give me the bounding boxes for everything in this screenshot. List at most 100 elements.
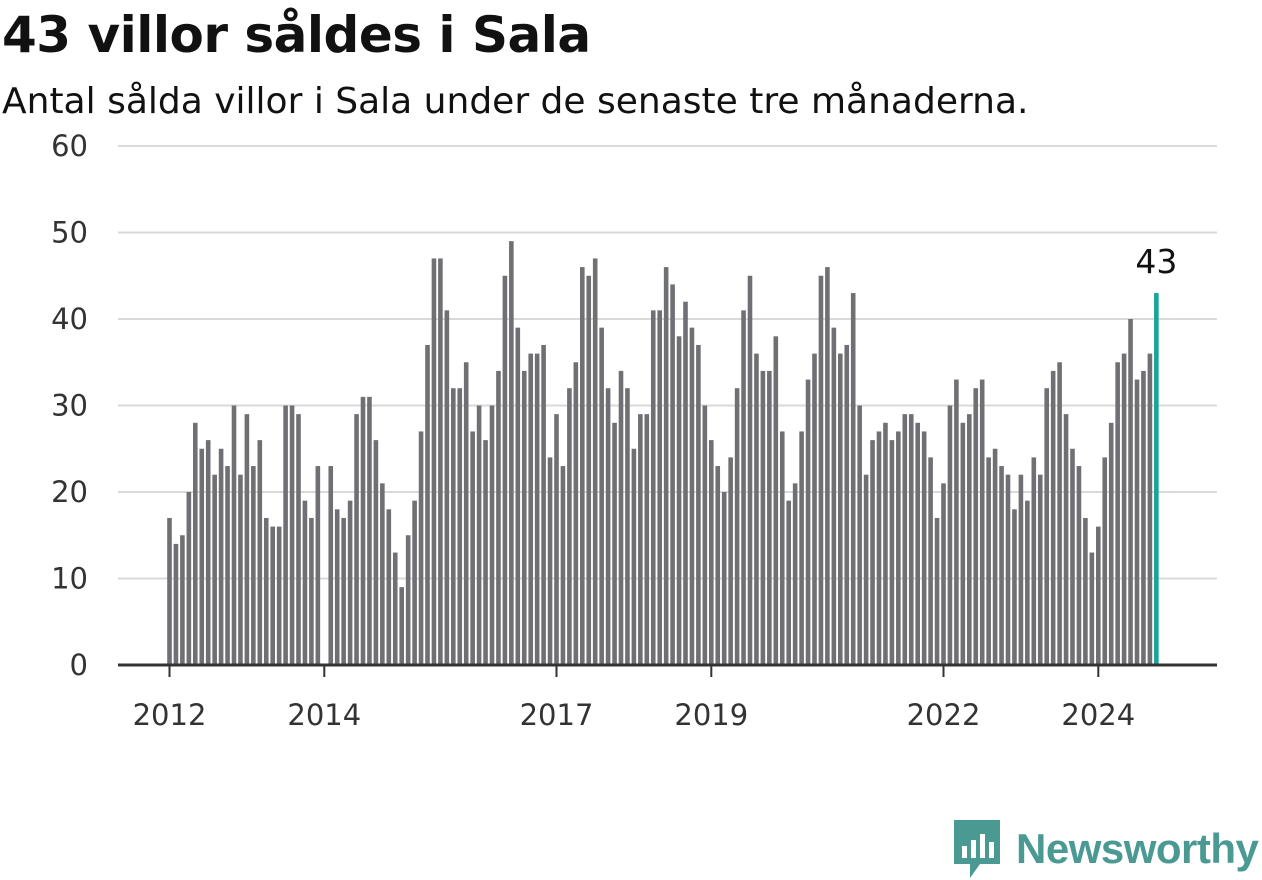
bar	[734, 388, 740, 665]
bar	[857, 405, 862, 665]
bar	[599, 327, 604, 665]
bar	[457, 388, 463, 665]
bar	[515, 327, 521, 665]
bar	[773, 336, 779, 665]
bar	[728, 457, 733, 665]
bar	[644, 414, 650, 665]
bar	[786, 500, 791, 665]
bar	[625, 388, 630, 665]
bar	[992, 448, 998, 665]
bar	[721, 492, 727, 665]
bar	[1108, 422, 1114, 665]
bar	[360, 396, 366, 665]
bar	[812, 353, 817, 665]
bar	[334, 509, 340, 665]
bar	[438, 258, 443, 665]
bar	[289, 405, 295, 665]
bar	[670, 284, 675, 665]
bar	[347, 500, 353, 665]
bar	[592, 258, 598, 665]
bar	[928, 457, 933, 665]
bar	[354, 414, 359, 665]
x-tick-label: 2014	[287, 698, 361, 732]
bar	[380, 483, 385, 665]
bar	[934, 517, 940, 665]
bar	[1063, 414, 1069, 665]
bar	[263, 517, 269, 665]
bar	[825, 267, 830, 665]
bar	[212, 474, 217, 665]
axes	[118, 663, 1217, 677]
bar	[638, 414, 643, 665]
bar	[876, 431, 882, 665]
bar	[676, 336, 682, 665]
bar	[341, 517, 346, 665]
bar	[431, 258, 437, 665]
bar	[709, 440, 714, 665]
bar	[1102, 457, 1108, 665]
bar	[580, 267, 585, 665]
bar	[818, 275, 824, 665]
bar	[650, 310, 656, 665]
bar	[863, 474, 869, 665]
bar	[889, 440, 895, 665]
bar	[534, 353, 540, 665]
bar	[483, 440, 488, 665]
bar	[883, 422, 888, 665]
bar	[908, 414, 914, 665]
bar	[1018, 474, 1024, 665]
bar	[496, 370, 501, 665]
bar	[1012, 509, 1017, 665]
bar	[186, 492, 192, 665]
bar	[451, 388, 456, 665]
value-annotation: 43	[1135, 242, 1177, 281]
bar	[921, 431, 927, 665]
bar	[663, 267, 669, 665]
bar	[960, 422, 966, 665]
bar	[747, 275, 753, 665]
bar	[205, 440, 211, 665]
bar	[915, 422, 920, 665]
bar	[760, 370, 766, 665]
bar	[405, 535, 411, 665]
y-tick-label: 20	[51, 475, 88, 509]
bar	[1031, 457, 1037, 665]
bar	[573, 362, 579, 665]
bar	[386, 509, 392, 665]
bar	[199, 448, 205, 665]
bar	[328, 466, 334, 665]
bar	[1089, 552, 1095, 665]
y-tick-label: 0	[70, 648, 88, 682]
bar	[715, 466, 721, 665]
bar	[1044, 388, 1049, 665]
bar	[270, 526, 275, 665]
bar	[902, 414, 908, 665]
x-tick-label: 2012	[133, 698, 207, 732]
bar	[657, 310, 662, 665]
bar	[941, 483, 946, 665]
bar	[779, 431, 785, 665]
bar	[373, 440, 379, 665]
bar	[425, 344, 430, 665]
bar	[1076, 466, 1082, 665]
bar	[838, 353, 843, 665]
y-tick-label: 30	[51, 389, 88, 423]
bar	[689, 327, 695, 665]
bar	[1096, 526, 1101, 665]
bar	[392, 552, 398, 665]
tick-labels: 0 10 20 30 40 50 60 2012 2014 2017 2019 2022 2024 43	[51, 129, 1177, 732]
bar	[257, 440, 263, 665]
bar	[612, 422, 617, 665]
bars	[167, 241, 1159, 665]
x-tick-label: 2017	[520, 698, 594, 732]
bar	[231, 405, 237, 665]
bar	[1141, 370, 1146, 665]
bar	[244, 414, 250, 665]
bar	[831, 327, 837, 665]
x-tick-label: 2022	[907, 698, 981, 732]
bar	[618, 370, 624, 665]
bar	[541, 344, 546, 665]
bar	[193, 422, 198, 665]
y-tick-label: 60	[51, 129, 88, 163]
bar	[296, 414, 301, 665]
